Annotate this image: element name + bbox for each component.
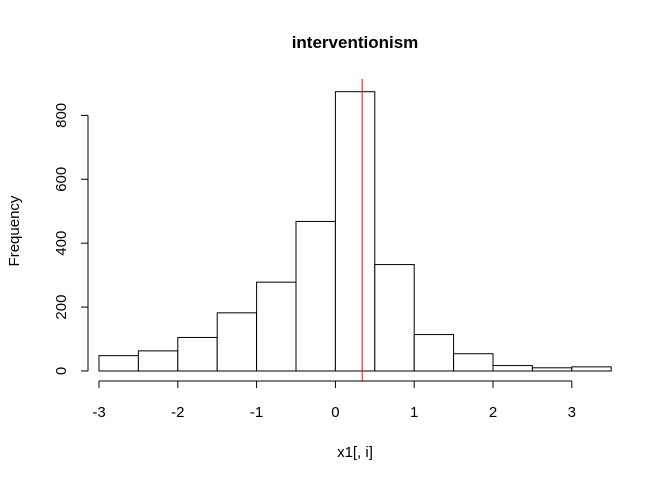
histogram-bar	[571, 366, 612, 372]
chart-title: interventionism	[292, 33, 419, 52]
x-tick-label: 2	[489, 404, 497, 421]
histogram-bar	[531, 367, 573, 372]
histogram-bar	[334, 91, 376, 372]
histogram-bar	[177, 336, 218, 372]
y-axis-label: Frequency	[6, 195, 23, 266]
histogram-bar	[98, 355, 139, 372]
y-axis: 0 200 400 600 800	[53, 103, 89, 375]
y-tick-label: 200	[53, 295, 70, 320]
histogram-bar	[453, 353, 494, 372]
x-axis: -3 -2 -1 0 1 2 3	[92, 380, 576, 421]
bars-group	[98, 91, 612, 372]
x-tick-label: 3	[568, 404, 576, 421]
histogram-bar	[216, 312, 258, 372]
x-tick-label: 1	[410, 404, 418, 421]
x-tick-label: -2	[171, 404, 184, 421]
x-tick-label: -3	[92, 404, 105, 421]
y-tick-label: 600	[53, 167, 70, 192]
x-tick-label: -1	[250, 404, 263, 421]
y-tick-label: 400	[53, 231, 70, 256]
histogram-bar	[413, 334, 455, 372]
histogram-bar	[374, 264, 415, 372]
histogram-bar	[137, 350, 179, 372]
histogram-bar	[492, 365, 533, 372]
y-tick-label: 0	[53, 367, 70, 375]
y-tick-label: 800	[53, 103, 70, 128]
histogram-bar	[295, 220, 336, 372]
histogram-bar	[256, 281, 297, 372]
x-tick-label: 0	[331, 404, 339, 421]
x-axis-label: x1[, i]	[337, 444, 373, 461]
